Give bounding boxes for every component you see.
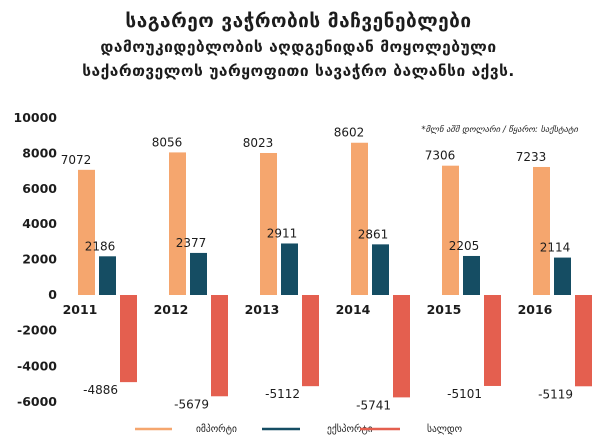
data-label-export: 2114 (540, 241, 571, 255)
y-tick-label: -6000 (17, 394, 57, 409)
data-label-balance: -5119 (538, 387, 573, 401)
x-tick-label: 2012 (154, 302, 189, 317)
legend-label-import: იმპორტი (196, 424, 237, 435)
bar-balance (211, 295, 228, 397)
data-label-export: 2911 (267, 226, 298, 240)
bar-balance (575, 295, 592, 387)
data-label-import: 8056 (152, 135, 183, 149)
bar-import (78, 169, 95, 295)
y-tick-label: -2000 (17, 323, 57, 338)
bar-balance (393, 295, 410, 398)
y-tick-label: 6000 (22, 181, 57, 196)
bar-export (190, 252, 207, 295)
data-label-balance: -4886 (83, 383, 118, 397)
data-label-import: 8023 (243, 136, 274, 150)
bar-balance (484, 295, 501, 386)
y-tick-label: 2000 (22, 252, 57, 267)
bar-export (281, 243, 298, 295)
x-tick-label: 2015 (427, 302, 462, 317)
bar-export (99, 256, 116, 295)
data-label-balance: -5101 (447, 387, 482, 401)
bar-export (372, 244, 389, 295)
chart-subtitle-line-1: დამოუკიდებლობის აღდგენიდან მოყოლებული (100, 38, 497, 56)
bar-export (463, 255, 480, 295)
data-label-export: 2377 (176, 236, 207, 250)
y-tick-label: 0 (48, 287, 57, 302)
chart-title: საგარეო ვაჭრობის მაჩვენებლები (125, 10, 472, 32)
bar-import (260, 152, 277, 295)
data-label-export: 2205 (449, 239, 480, 253)
data-label-export: 2861 (358, 227, 389, 241)
chart-subtitle-line-2: საქართველოს უარყოფითი სავაჭრო ბალანსი აქ… (82, 62, 515, 80)
bar-export (554, 257, 571, 295)
bar-import (533, 166, 550, 295)
bar-balance (302, 295, 319, 387)
y-tick-label: -4000 (17, 358, 57, 373)
data-label-import: 7233 (516, 150, 547, 164)
source-note: *მლნ აშშ დოლარი / წყარო: საქსტატი (421, 124, 578, 135)
data-label-export: 2186 (85, 239, 116, 253)
legend-label-export: ექსპორტი (327, 424, 373, 435)
data-label-import: 7306 (425, 149, 456, 163)
bar-balance (120, 295, 137, 383)
bar-import (351, 142, 368, 295)
x-tick-label: 2011 (63, 302, 98, 317)
data-label-import: 8602 (334, 126, 365, 140)
bar-import (169, 152, 186, 295)
legend-label-balance: სალდო (427, 424, 462, 435)
data-label-balance: -5679 (174, 397, 209, 411)
x-tick-label: 2013 (245, 302, 280, 317)
y-tick-label: 4000 (22, 216, 57, 231)
data-label-import: 7072 (61, 153, 92, 167)
data-label-balance: -5741 (356, 398, 391, 412)
bar-import (442, 165, 459, 295)
data-label-balance: -5112 (265, 387, 300, 401)
y-tick-label: 10000 (14, 110, 58, 125)
x-tick-label: 2016 (518, 302, 553, 317)
y-tick-label: 8000 (22, 145, 57, 160)
x-tick-label: 2014 (336, 302, 371, 317)
